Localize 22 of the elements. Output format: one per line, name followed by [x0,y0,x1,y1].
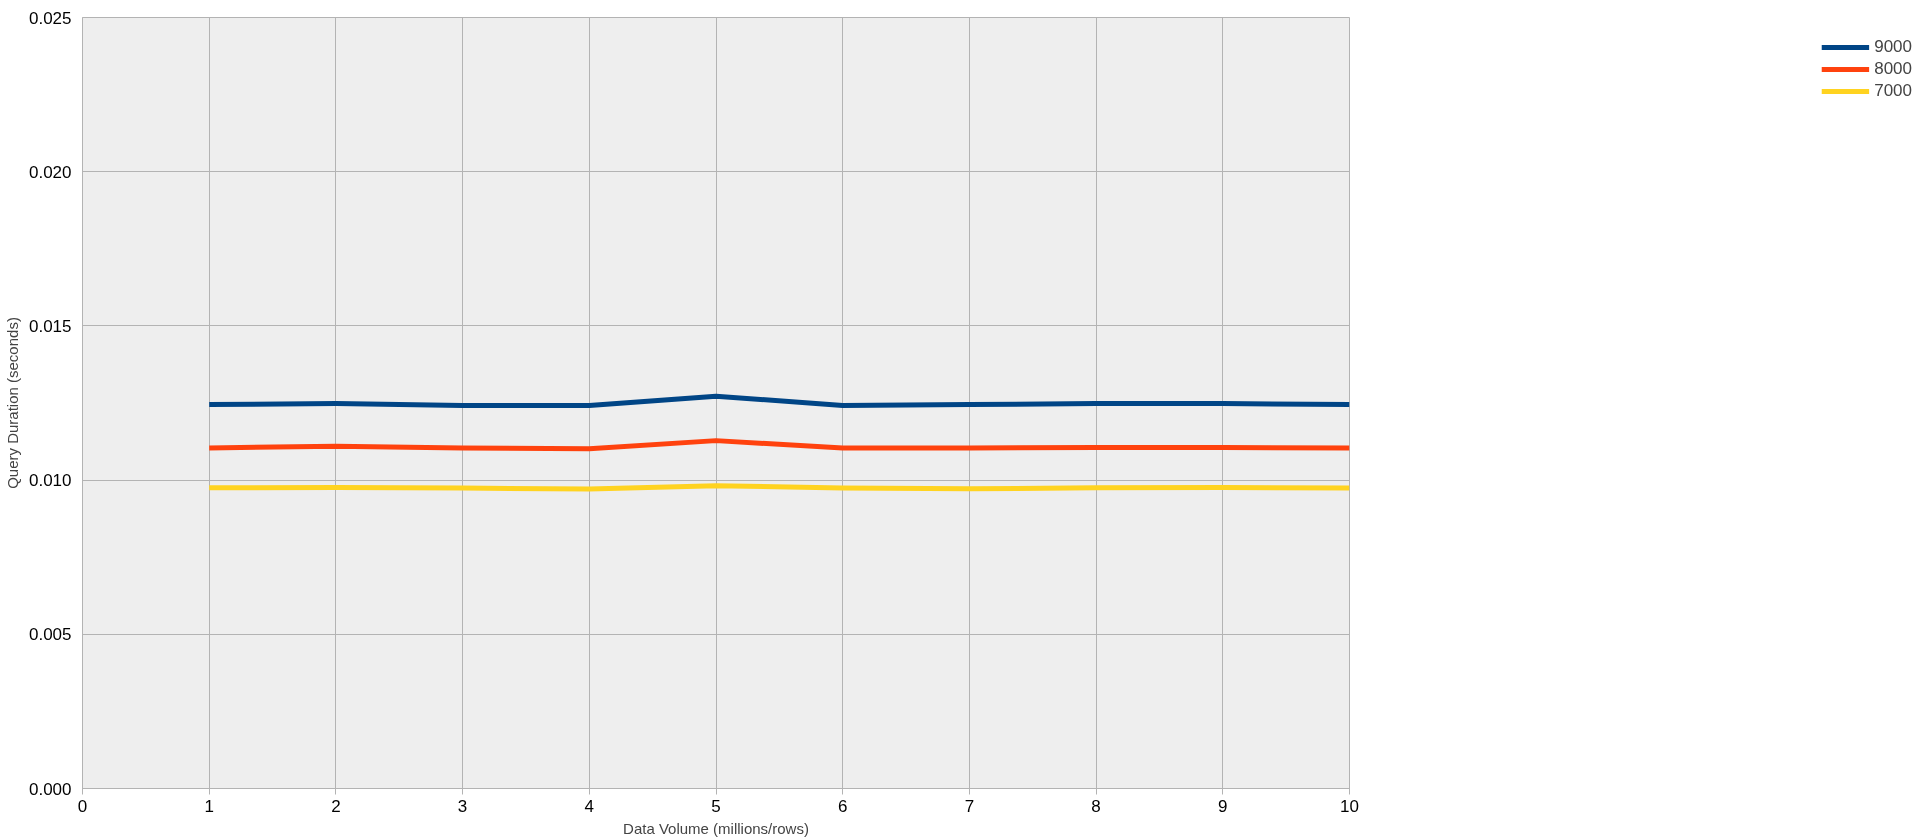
y-tick-label: 0.010 [28,471,72,491]
y-tick-label: 0.005 [28,625,72,645]
x-tick-label: 3 [457,796,468,816]
x-tick-label: 4 [584,796,595,816]
x-tick-label: 10 [1340,796,1359,816]
x-tick-label: 8 [1091,796,1101,816]
legend-label: 7000 [1874,81,1912,101]
legend-label: 8000 [1874,59,1912,79]
y-tick-label: 0.025 [28,8,72,28]
x-axis-title: Data Volume (millions/rows) [623,819,809,837]
y-tick-label: 0.000 [28,779,72,799]
x-tick-label: 1 [204,796,214,816]
x-tick-label: 9 [1218,796,1228,816]
x-tick-label: 6 [837,796,848,816]
legend-label: 9000 [1874,37,1912,57]
y-tick-label: 0.015 [28,316,72,336]
x-tick-label: 5 [711,796,721,816]
x-tick-label: 2 [331,796,341,816]
x-tick-label: 0 [77,796,88,816]
y-tick-label: 0.020 [28,162,72,182]
y-axis-title: Query Duration (seconds) [3,317,21,489]
x-tick-label: 7 [964,796,975,816]
